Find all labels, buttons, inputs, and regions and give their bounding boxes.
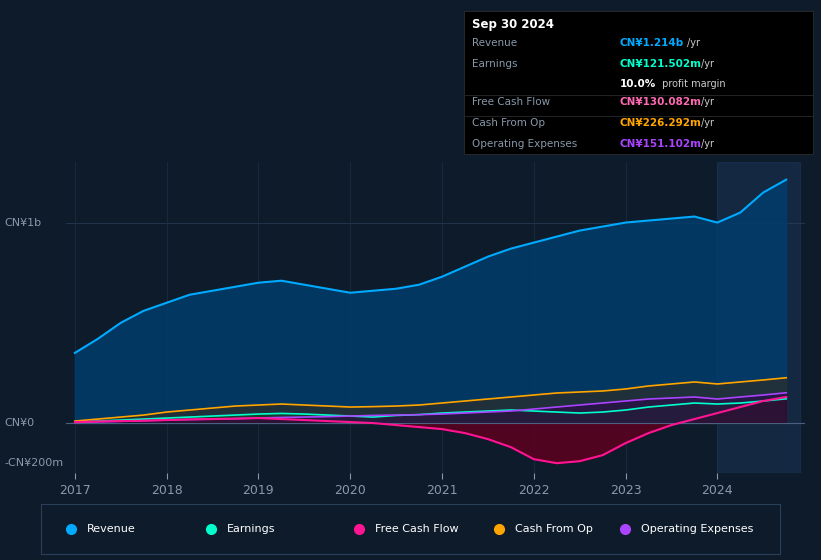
Text: CN¥130.082m: CN¥130.082m	[620, 97, 702, 107]
Text: 10.0%: 10.0%	[620, 79, 656, 89]
Text: Sep 30 2024: Sep 30 2024	[472, 18, 554, 31]
Text: /yr: /yr	[701, 139, 713, 150]
Text: /yr: /yr	[701, 97, 713, 107]
Bar	[718, 162, 800, 473]
Text: Operating Expenses: Operating Expenses	[641, 524, 754, 534]
Text: Cash From Op: Cash From Op	[516, 524, 594, 534]
Text: Revenue: Revenue	[472, 38, 517, 48]
Text: CN¥151.102m: CN¥151.102m	[620, 139, 702, 150]
Text: profit margin: profit margin	[658, 79, 726, 89]
Text: /yr: /yr	[701, 118, 713, 128]
Text: CN¥1b: CN¥1b	[4, 217, 41, 227]
Text: Earnings: Earnings	[472, 59, 517, 69]
Text: /yr: /yr	[701, 59, 713, 69]
Text: Free Cash Flow: Free Cash Flow	[375, 524, 459, 534]
Text: /yr: /yr	[686, 38, 699, 48]
Text: CN¥0: CN¥0	[4, 418, 34, 428]
Text: Earnings: Earnings	[227, 524, 276, 534]
Text: Revenue: Revenue	[87, 524, 135, 534]
Text: CN¥226.292m: CN¥226.292m	[620, 118, 702, 128]
Text: Free Cash Flow: Free Cash Flow	[472, 97, 550, 107]
Text: -CN¥200m: -CN¥200m	[4, 458, 63, 468]
Text: CN¥1.214b: CN¥1.214b	[620, 38, 684, 48]
Text: Operating Expenses: Operating Expenses	[472, 139, 577, 150]
Text: CN¥121.502m: CN¥121.502m	[620, 59, 702, 69]
Text: Cash From Op: Cash From Op	[472, 118, 545, 128]
